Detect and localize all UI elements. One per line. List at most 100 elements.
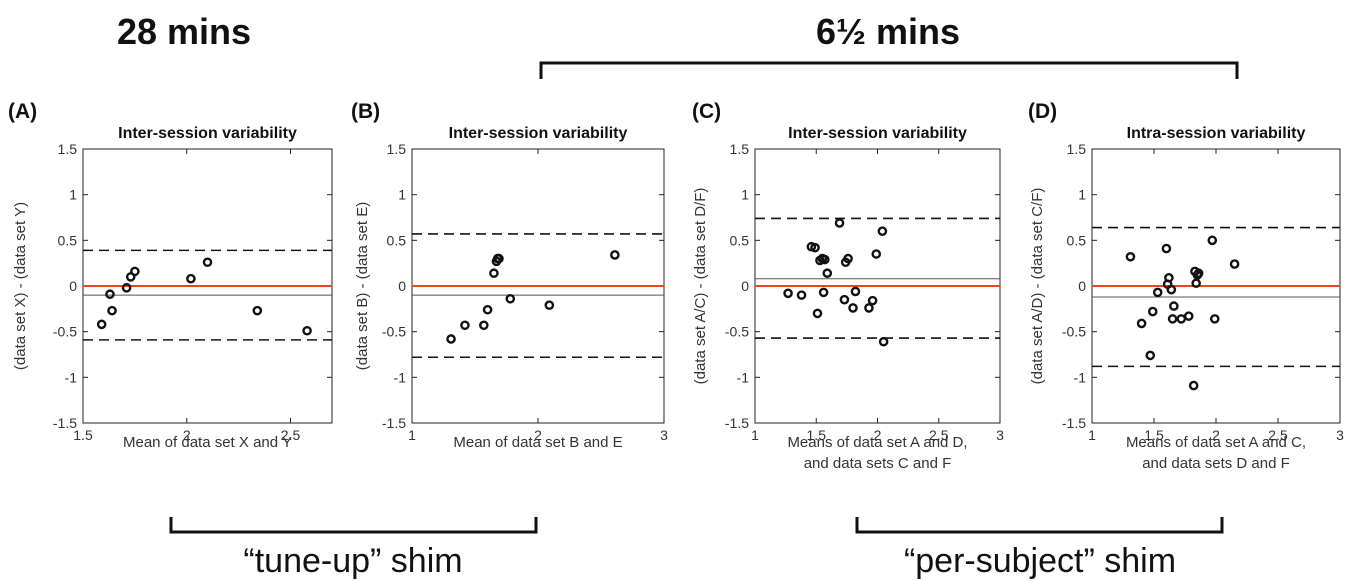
- y-axis-label: (data set A/D) - (data set C/F): [1029, 188, 1046, 385]
- panel-letter: (C): [692, 100, 721, 123]
- y-tick-label: -1: [65, 369, 78, 385]
- data-point: [818, 287, 829, 298]
- data-point: [822, 268, 833, 279]
- x-tick-label: 2.5: [929, 427, 949, 443]
- panel-letter: (B): [351, 100, 380, 123]
- panel-title: Inter-session variability: [449, 125, 628, 142]
- data-point: [479, 320, 489, 331]
- x-tick-label: 2.5: [1268, 427, 1288, 443]
- data-point: [1152, 287, 1163, 298]
- data-point: [1125, 251, 1136, 262]
- panel-letter: (D): [1028, 100, 1057, 123]
- x-tick-label: 2: [534, 427, 542, 443]
- data-point: [1136, 318, 1147, 329]
- y-tick-label: -1.5: [382, 415, 406, 431]
- y-tick-label: 0: [69, 278, 77, 294]
- y-tick-label: -0.5: [382, 324, 406, 340]
- x-tick-label: 2: [1212, 427, 1220, 443]
- shim-label-per-subject: “per-subject” shim: [904, 542, 1176, 580]
- y-tick-label: 1: [398, 187, 406, 203]
- x-axis-label: Mean of data set B and E: [453, 434, 622, 451]
- y-tick-label: 1: [69, 187, 77, 203]
- y-tick-label: -0.5: [53, 324, 77, 340]
- data-point: [105, 289, 115, 300]
- y-tick-label: -1: [394, 369, 407, 385]
- data-point: [834, 218, 845, 228]
- x-axis-label: and data sets C and F: [804, 455, 952, 472]
- panel-3: (C) Inter-session variability 1.5 1 0.5 0 -0.5…: [692, 100, 1004, 472]
- x-tick-label: 3: [996, 427, 1004, 443]
- panel-title: Inter-session variability: [788, 125, 967, 142]
- data-point: [494, 253, 504, 264]
- x-tick-label: 3: [660, 427, 668, 443]
- y-tick-label: -0.5: [725, 324, 749, 340]
- panel-title: Intra-session variability: [1127, 125, 1306, 142]
- data-point: [610, 250, 620, 260]
- y-tick-label: 1.5: [730, 141, 750, 157]
- data-point: [107, 305, 117, 316]
- y-tick-label: -1.5: [1062, 415, 1086, 431]
- x-tick-label: 1.5: [73, 427, 93, 443]
- y-axis-label: (data set A/C) - (data set D/F): [692, 188, 709, 385]
- x-tick-label: 1: [408, 427, 416, 443]
- data-point: [302, 325, 312, 336]
- data-point: [843, 253, 853, 264]
- data-point: [850, 286, 861, 297]
- data-point: [1188, 380, 1199, 391]
- data-point: [1161, 243, 1172, 254]
- data-point: [864, 303, 874, 313]
- x-tick-label: 2.5: [281, 427, 301, 443]
- y-tick-label: 0: [1078, 278, 1086, 294]
- data-point: [202, 257, 213, 268]
- y-tick-label: -1: [737, 369, 750, 385]
- panel-2: (B) Inter-session variability 1.5 1 0.5 0 -0.5…: [351, 100, 668, 451]
- data-point: [1145, 350, 1156, 361]
- time-label-6-5-mins: 6½ mins: [816, 11, 960, 52]
- y-tick-label: 0: [398, 278, 406, 294]
- x-axis-label: and data sets D and F: [1142, 455, 1290, 472]
- x-tick-label: 1: [1088, 427, 1096, 443]
- bracket-top: [539, 61, 1239, 79]
- y-tick-label: 0.5: [58, 232, 78, 248]
- data-point: [446, 334, 456, 344]
- data-point: [810, 242, 820, 253]
- data-point: [1147, 306, 1158, 317]
- y-tick-label: -1.5: [53, 415, 77, 431]
- data-point: [1209, 314, 1220, 324]
- panel-letter: (A): [8, 100, 37, 123]
- x-axis-label: Means of data set A and C,: [1126, 434, 1306, 451]
- y-tick-label: 0: [741, 278, 749, 294]
- x-tick-label: 2: [183, 427, 191, 443]
- bracket-per-subject: [855, 517, 1224, 534]
- y-axis-label: (data set B) - (data set E): [354, 202, 371, 370]
- data-point: [783, 288, 793, 299]
- data-point: [1207, 235, 1218, 246]
- data-point: [544, 300, 555, 310]
- y-tick-label: 1.5: [1067, 141, 1087, 157]
- data-point: [121, 283, 132, 293]
- data-point: [96, 319, 107, 330]
- y-tick-label: 0.5: [1067, 232, 1087, 248]
- data-point: [1169, 301, 1179, 311]
- data-point: [252, 305, 263, 316]
- data-point: [1167, 314, 1178, 324]
- x-axis-label: Mean of data set X and Y: [123, 434, 292, 451]
- y-tick-label: 0.5: [730, 232, 750, 248]
- y-tick-label: -1.5: [725, 415, 749, 431]
- x-tick-label: 1.5: [1144, 427, 1164, 443]
- data-point: [1164, 272, 1174, 283]
- panel-title: Inter-session variability: [118, 125, 297, 142]
- data-point: [1176, 314, 1187, 324]
- data-point: [877, 226, 888, 236]
- x-tick-label: 1: [751, 427, 759, 443]
- y-tick-label: 1: [741, 187, 749, 203]
- data-point: [1191, 278, 1201, 289]
- y-tick-label: 1.5: [387, 141, 407, 157]
- data-point: [878, 336, 889, 347]
- y-tick-label: -1: [1074, 369, 1087, 385]
- data-point: [1229, 259, 1240, 269]
- shim-label-tune-up: “tune-up” shim: [243, 542, 462, 580]
- data-point: [871, 249, 882, 259]
- data-point: [460, 320, 470, 331]
- data-point: [482, 304, 493, 315]
